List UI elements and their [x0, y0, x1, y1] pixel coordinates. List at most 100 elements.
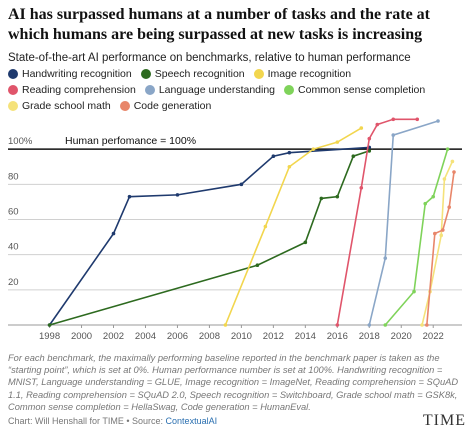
legend-item: Language understanding	[144, 84, 276, 96]
legend-swatch	[8, 69, 18, 79]
data-point	[383, 323, 388, 327]
data-point	[367, 136, 372, 141]
credit-text: Chart: Will Henshall for TIME • Source:	[8, 416, 164, 426]
data-point	[303, 240, 308, 245]
data-point	[431, 194, 436, 199]
data-point	[223, 323, 228, 327]
series-line	[224, 127, 362, 326]
legend-item: Image recognition	[253, 68, 352, 80]
series-line	[426, 171, 455, 326]
legend-label: Reading comprehension	[22, 84, 136, 96]
data-point	[383, 256, 388, 260]
series-line	[384, 148, 449, 326]
data-point	[111, 231, 116, 236]
footnote: For each benchmark, the maximally perfor…	[8, 353, 459, 412]
legend-swatch	[144, 85, 155, 95]
data-point	[335, 194, 340, 199]
series-line	[48, 146, 370, 326]
data-point	[391, 133, 396, 137]
legend-item: Speech recognition	[140, 68, 245, 80]
data-point	[423, 201, 428, 206]
data-point	[415, 117, 420, 122]
x-tick-label: 2010	[231, 331, 252, 342]
legend-swatch	[284, 85, 295, 95]
data-point	[436, 119, 440, 123]
x-tick-label: 2012	[263, 331, 284, 342]
legend-swatch	[8, 101, 18, 111]
legend-item: Reading comprehension	[8, 84, 136, 96]
x-tick-label: 2000	[71, 331, 92, 342]
x-tick-label: 2022	[423, 331, 444, 342]
legend-item: Handwriting recognition	[8, 68, 132, 80]
credit: Chart: Will Henshall for TIME • Source: …	[8, 416, 217, 426]
data-point	[420, 323, 424, 327]
data-point	[450, 159, 455, 164]
data-point	[367, 323, 372, 327]
data-point	[311, 147, 316, 151]
x-tick-label: 2002	[103, 331, 124, 342]
chart-subtitle: State-of-the-art AI performance on bench…	[8, 52, 411, 64]
y-tick-label: 80	[8, 171, 19, 182]
data-point	[412, 289, 416, 294]
data-point	[47, 323, 52, 327]
legend-swatch	[140, 69, 151, 79]
data-point	[441, 228, 445, 232]
legend-swatch	[8, 85, 18, 95]
legend-label: Language understanding	[158, 84, 276, 96]
data-point	[263, 224, 268, 229]
x-tick-label: 2004	[135, 331, 156, 342]
data-point	[375, 122, 380, 127]
data-point	[425, 323, 429, 327]
data-point	[335, 140, 340, 144]
series-line	[368, 120, 439, 326]
chart-title: AI has surpassed humans at a number of t…	[8, 6, 430, 43]
legend-swatch	[253, 69, 264, 79]
legend-item: Grade school math	[8, 100, 111, 112]
data-point	[175, 193, 180, 197]
data-point	[255, 263, 260, 268]
legend: Handwriting recognition Speech recognitio…	[8, 68, 470, 112]
legend-label: Handwriting recognition	[22, 68, 132, 80]
legend-label: Speech recognition	[154, 68, 245, 80]
data-point	[359, 126, 364, 130]
legend-label: Grade school math	[22, 100, 111, 112]
data-point	[351, 154, 356, 158]
reference-label: Human perfomance = 100%	[65, 135, 196, 147]
y-tick-label: 100%	[8, 136, 33, 147]
legend-label: Code generation	[133, 100, 212, 112]
y-tick-label: 60	[8, 207, 19, 218]
source-link[interactable]: ContextualAI	[165, 416, 218, 426]
data-point	[442, 177, 447, 181]
data-point	[271, 154, 276, 158]
data-point	[359, 186, 364, 190]
y-tick-label: 40	[8, 242, 19, 253]
series-line	[49, 150, 370, 326]
logo: TIME	[422, 412, 466, 429]
data-point	[452, 170, 456, 174]
data-point	[433, 231, 437, 236]
data-point	[127, 194, 132, 199]
x-tick-label: 2006	[167, 331, 188, 342]
legend-label: Image recognition	[267, 68, 352, 80]
data-point	[239, 182, 244, 187]
legend-label: Common sense completion	[298, 84, 426, 96]
data-point	[287, 150, 292, 155]
data-point	[319, 196, 324, 201]
y-tick-label: 20	[8, 277, 19, 288]
x-tick-label: 2014	[295, 331, 316, 342]
data-point	[391, 117, 396, 122]
data-point	[287, 164, 292, 169]
data-point	[447, 205, 452, 209]
x-tick-label: 2020	[391, 331, 412, 342]
data-point	[335, 323, 340, 327]
data-point	[367, 149, 372, 153]
x-tick-label: 2018	[359, 331, 380, 342]
x-tick-label: 2016	[327, 331, 348, 342]
legend-swatch	[119, 101, 130, 111]
data-point	[439, 233, 444, 238]
legend-item: Code generation	[119, 100, 212, 112]
series-line	[336, 118, 418, 326]
x-tick-label: 1998	[39, 331, 60, 342]
legend-item: Common sense completion	[284, 84, 425, 96]
